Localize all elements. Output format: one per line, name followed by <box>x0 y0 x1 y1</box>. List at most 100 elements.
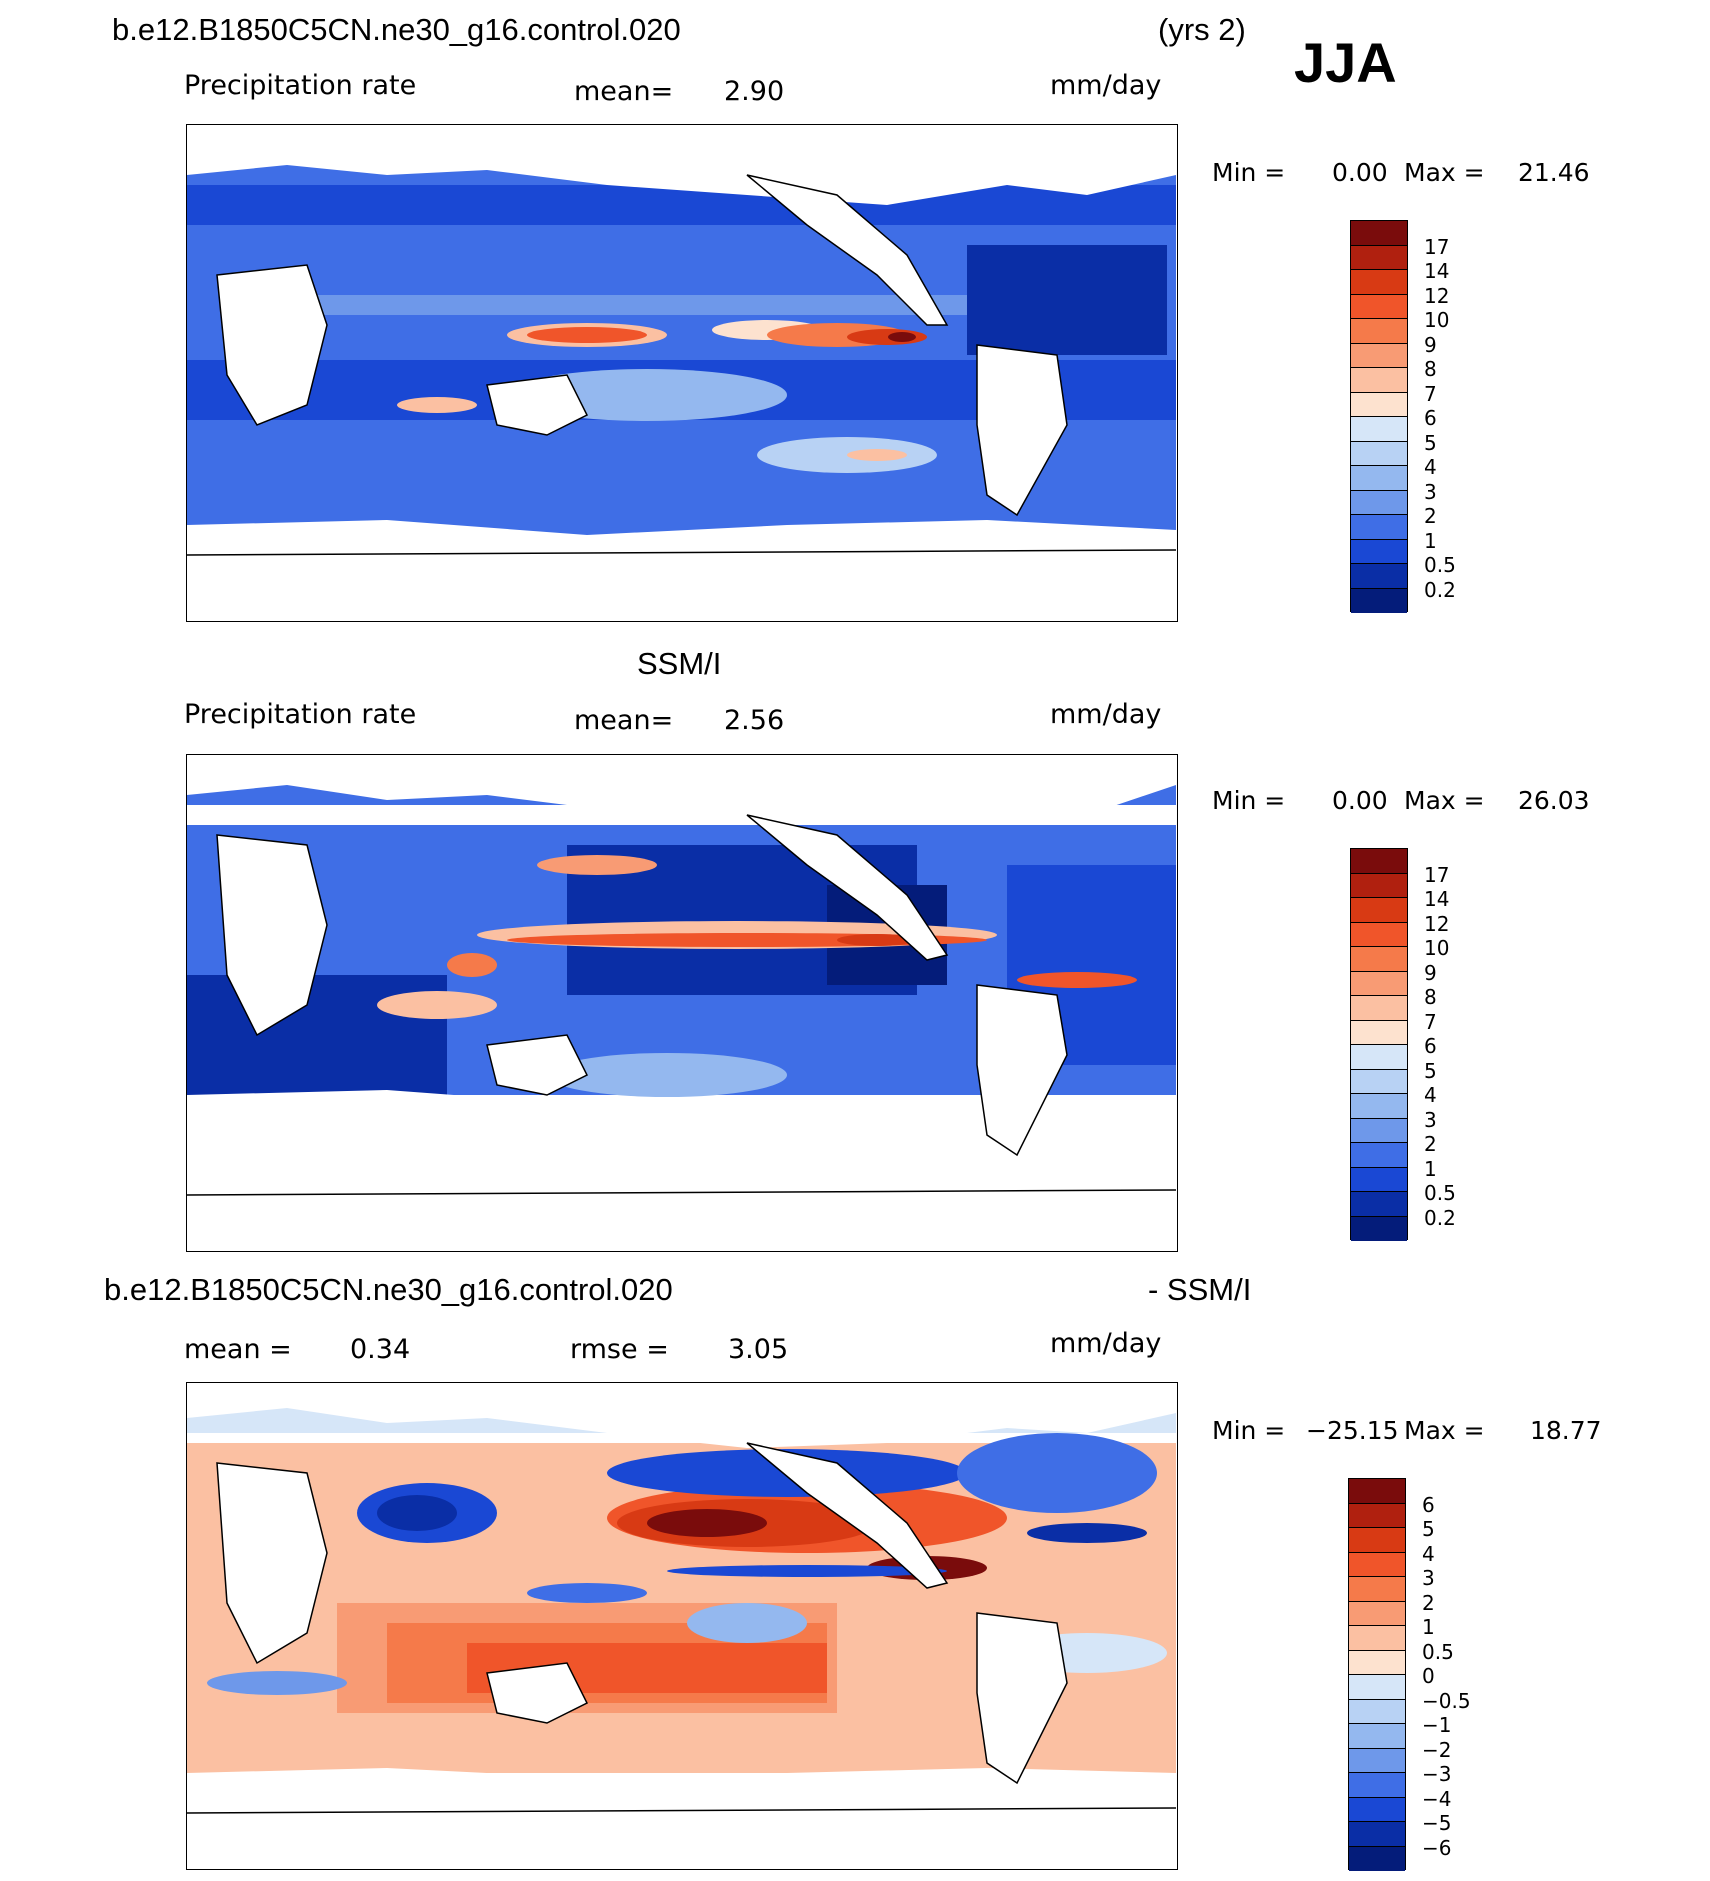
colorbar-segment <box>1349 1846 1405 1871</box>
panel1-map <box>186 124 1178 622</box>
colorbar-tick-label: 0 <box>1422 1664 1435 1688</box>
colorbar-segment <box>1349 1528 1405 1553</box>
colorbar-segment <box>1349 1650 1405 1675</box>
panel3-title-left: b.e12.B1850C5CN.ne30_g16.control.020 <box>104 1272 673 1307</box>
colorbar-tick-label: 12 <box>1424 911 1450 936</box>
panel3-map <box>186 1382 1178 1870</box>
colorbar-segment <box>1351 971 1407 996</box>
colorbar-segment <box>1349 1675 1405 1700</box>
colorbar-segment <box>1349 1797 1405 1822</box>
panel2-colorbar <box>1350 848 1408 1241</box>
colorbar-tick-label: −0.5 <box>1422 1688 1471 1713</box>
colorbar-tick-label: 3 <box>1422 1566 1435 1590</box>
colorbar-tick-label: 0.5 <box>1424 553 1456 577</box>
colorbar-tick-label: 10 <box>1424 308 1450 332</box>
panel1-colorbar <box>1350 220 1408 613</box>
colorbar-segment <box>1351 1020 1407 1045</box>
colorbar-tick-label: 0.2 <box>1424 1205 1456 1230</box>
panel2-min-value: 0.00 <box>1332 786 1388 815</box>
panel3-mean-label: mean = <box>184 1334 292 1365</box>
colorbar-segment <box>1349 1577 1405 1602</box>
colorbar-tick-label: −4 <box>1422 1786 1452 1811</box>
colorbar-tick-label: 6 <box>1424 1034 1437 1058</box>
colorbar-tick-label: −3 <box>1422 1762 1452 1786</box>
colorbar-segment <box>1349 1773 1405 1798</box>
colorbar-segment <box>1351 947 1407 972</box>
colorbar-segment <box>1351 1167 1407 1192</box>
colorbar-tick-label: 5 <box>1422 1517 1435 1541</box>
colorbar-segment <box>1351 1143 1407 1168</box>
panel2-max-value: 26.03 <box>1518 786 1590 815</box>
colorbar-tick-label: 0.2 <box>1424 577 1456 602</box>
colorbar-segment <box>1351 588 1407 613</box>
colorbar-segment <box>1351 221 1407 246</box>
colorbar-tick-label: 12 <box>1424 283 1450 308</box>
colorbar-tick-label: 8 <box>1424 357 1437 381</box>
colorbar-tick-label: 6 <box>1422 1492 1435 1517</box>
colorbar-tick-label: 5 <box>1424 1058 1437 1083</box>
colorbar-segment <box>1351 922 1407 947</box>
colorbar-segment <box>1351 1216 1407 1241</box>
panel1-max-label: Max = <box>1404 158 1485 187</box>
colorbar-tick-label: 17 <box>1424 862 1450 887</box>
colorbar-segment <box>1351 1069 1407 1094</box>
colorbar-segment <box>1351 1118 1407 1143</box>
colorbar-segment <box>1351 1192 1407 1217</box>
colorbar-segment <box>1351 270 1407 295</box>
colorbar-segment <box>1349 1699 1405 1724</box>
colorbar-segment <box>1351 515 1407 540</box>
colorbar-segment <box>1351 392 1407 417</box>
colorbar-tick-label: 1 <box>1424 1156 1437 1181</box>
colorbar-tick-label: 7 <box>1424 381 1437 406</box>
panel1-mean-label: mean= <box>574 76 674 107</box>
colorbar-segment <box>1351 245 1407 270</box>
panel2-field-label: Precipitation rate <box>184 699 417 730</box>
colorbar-segment <box>1349 1479 1405 1504</box>
colorbar-segment <box>1349 1626 1405 1651</box>
colorbar-tick-label: −5 <box>1422 1811 1452 1835</box>
colorbar-tick-label: −2 <box>1422 1737 1452 1762</box>
colorbar-tick-label: 1 <box>1424 528 1437 553</box>
panel3-max-value: 18.77 <box>1530 1416 1602 1445</box>
panel3-rmse-label: rmse = <box>570 1334 669 1365</box>
colorbar-segment <box>1351 849 1407 874</box>
colorbar-segment <box>1351 417 1407 442</box>
colorbar-segment <box>1349 1503 1405 1528</box>
panel2-units: mm/day <box>1050 699 1162 730</box>
colorbar-tick-label: 0.5 <box>1424 1181 1456 1205</box>
panel3-title-right: - SSM/I <box>1148 1272 1252 1307</box>
colorbar-segment <box>1351 490 1407 515</box>
colorbar-segment <box>1351 343 1407 368</box>
season-label: JJA <box>1294 31 1397 94</box>
colorbar-segment <box>1351 319 1407 344</box>
colorbar-segment <box>1351 898 1407 923</box>
colorbar-segment <box>1351 466 1407 491</box>
colorbar-segment <box>1351 1094 1407 1119</box>
case-name-title: b.e12.B1850C5CN.ne30_g16.control.020 <box>112 12 681 47</box>
panel1-max-value: 21.46 <box>1518 158 1590 187</box>
colorbar-segment <box>1351 1045 1407 1070</box>
colorbar-tick-label: 2 <box>1422 1590 1435 1615</box>
years-label: (yrs 2) <box>1158 12 1246 47</box>
colorbar-tick-label: 5 <box>1424 430 1437 455</box>
panel2-mean-label: mean= <box>574 705 674 736</box>
colorbar-tick-label: 3 <box>1424 479 1437 504</box>
colorbar-tick-label: 4 <box>1422 1541 1435 1566</box>
colorbar-tick-label: 2 <box>1424 1132 1437 1156</box>
panel3-colorbar <box>1348 1478 1406 1871</box>
panel1-min-value: 0.00 <box>1332 158 1388 187</box>
colorbar-segment <box>1349 1552 1405 1577</box>
panel3-max-label: Max = <box>1404 1416 1485 1445</box>
colorbar-segment <box>1349 1724 1405 1749</box>
colorbar-segment <box>1351 441 1407 466</box>
colorbar-segment <box>1351 996 1407 1021</box>
colorbar-tick-label: 8 <box>1424 985 1437 1009</box>
colorbar-tick-label: 17 <box>1424 234 1450 259</box>
panel3-min-label: Min = <box>1212 1416 1286 1445</box>
colorbar-tick-label: 4 <box>1424 455 1437 479</box>
colorbar-tick-label: 1 <box>1422 1615 1435 1639</box>
colorbar-tick-label: 6 <box>1424 406 1437 430</box>
panel3-mean-value: 0.34 <box>350 1334 411 1365</box>
colorbar-segment <box>1351 539 1407 564</box>
colorbar-segment <box>1349 1822 1405 1847</box>
